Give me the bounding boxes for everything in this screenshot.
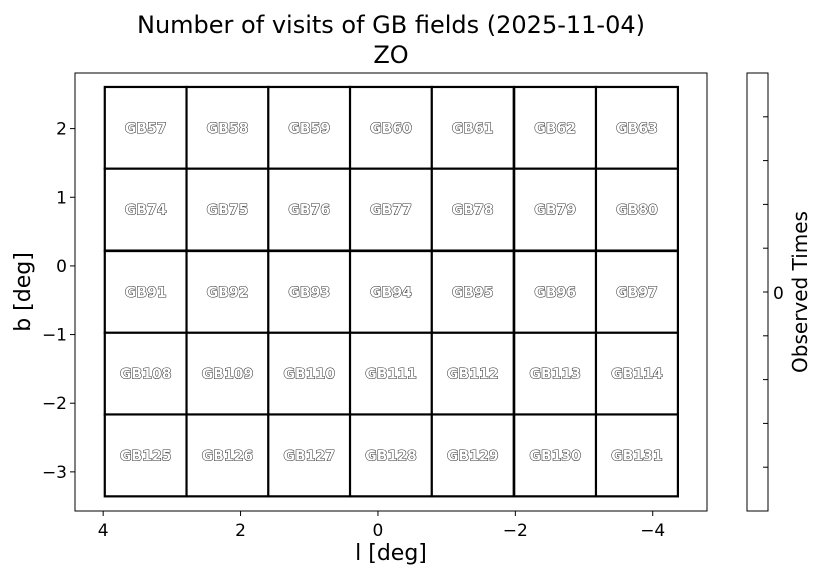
x-tick-label: 2 [235,521,246,541]
field-cell [103,413,188,498]
field-label: GB95 [452,285,494,301]
chart-title: Number of visits of GB fields (2025-11-0… [137,11,645,39]
field-label: GB59 [288,121,330,137]
field-label: GB60 [370,121,412,137]
field-label: GB76 [288,203,330,219]
field-cell [103,85,188,170]
field-label: GB57 [125,121,167,137]
field-cell [430,167,515,252]
y-tick-label: 1 [56,188,67,208]
field-cell [185,331,270,416]
field-label: GB111 [365,367,416,383]
field-label: GB92 [207,285,249,301]
field-label: GB114 [611,367,663,383]
field-cell [103,331,188,416]
field-label: GB113 [529,367,580,383]
field-label: GB63 [616,121,658,137]
field-label: GB94 [370,285,412,301]
field-cell [594,167,680,252]
field-cell [513,413,598,498]
x-axis-label: l [deg] [355,541,427,566]
x-tick-label: −2 [503,521,528,541]
plot-frame [74,72,708,512]
colorbar-tick-label: 0 [773,284,784,304]
field-label: GB128 [365,448,416,464]
y-tick-label: −1 [42,326,67,346]
colorbar-label: Observed Times [788,211,812,373]
y-tick-label: 0 [56,257,67,277]
field-label: GB93 [288,285,330,301]
field-label: GB74 [125,203,167,219]
field-label: GB131 [611,448,662,464]
field-cell [267,413,352,498]
field-label: GB125 [120,448,171,464]
field-label: GB80 [616,203,658,219]
field-cell [513,85,598,170]
field-label: GB91 [125,285,167,301]
field-label: GB78 [452,203,494,219]
field-cell [267,167,352,252]
colorbar-ticks [763,116,768,468]
field-label: GB62 [534,121,576,137]
field-label: GB129 [447,448,498,464]
y-tick-label: −2 [42,394,67,414]
chart-subtitle: ZO [373,41,408,69]
field-cell [594,249,680,335]
field-label: GB126 [202,448,253,464]
x-tick-label: 0 [373,521,384,541]
x-tick-label: 4 [98,521,109,541]
field-cell [185,249,270,335]
field-label: GB110 [284,367,336,383]
field-label: GB79 [534,203,576,219]
field-label: GB127 [284,448,335,464]
y-axis: 2 1 0 −1 −2 −3 [42,120,75,483]
field-label: GB109 [202,367,253,383]
field-cell [267,249,352,335]
field-cell [513,249,598,335]
field-label: GB130 [529,448,581,464]
field-label: GB77 [370,203,412,219]
field-grid: GB57 GB58 GB59 GB60 GB61 GB62 GB63 GB74 GB75 GB76… [103,85,680,498]
field-label: GB112 [447,367,498,383]
field-cell [430,249,515,335]
field-cell [513,331,598,416]
field-cell [594,413,680,498]
y-tick-label: 2 [56,120,67,140]
field-label: GB108 [120,367,171,383]
x-tick-label: −4 [640,521,665,541]
field-cell [185,85,270,170]
field-label: GB75 [207,203,249,219]
field-label: GB61 [452,121,494,137]
field-label: GB97 [616,285,658,301]
x-axis: 4 2 0 −2 −4 [98,511,665,541]
field-label: GB58 [207,121,249,137]
field-cell [594,331,680,416]
field-cell [348,249,434,335]
y-tick-label: −3 [42,463,67,483]
field-cell [103,167,188,252]
field-label: GB96 [534,285,576,301]
y-axis-label: b [deg] [11,252,36,332]
